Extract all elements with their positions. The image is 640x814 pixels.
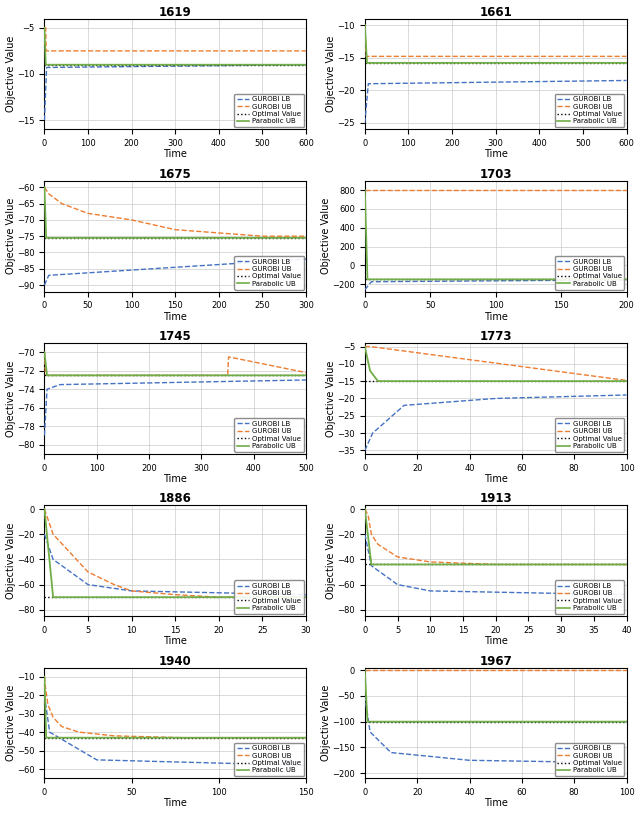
X-axis label: Time: Time (484, 474, 508, 484)
X-axis label: Time: Time (163, 150, 187, 160)
Legend: GUROBI LB, GUROBI UB, Optimal Value, Parabolic UB: GUROBI LB, GUROBI UB, Optimal Value, Par… (234, 256, 304, 290)
X-axis label: Time: Time (163, 799, 187, 808)
Y-axis label: Objective Value: Objective Value (326, 36, 336, 112)
Legend: GUROBI LB, GUROBI UB, Optimal Value, Parabolic UB: GUROBI LB, GUROBI UB, Optimal Value, Par… (555, 256, 625, 290)
X-axis label: Time: Time (163, 312, 187, 322)
Title: 1913: 1913 (479, 492, 512, 505)
Legend: GUROBI LB, GUROBI UB, Optimal Value, Parabolic UB: GUROBI LB, GUROBI UB, Optimal Value, Par… (234, 418, 304, 452)
Legend: GUROBI LB, GUROBI UB, Optimal Value, Parabolic UB: GUROBI LB, GUROBI UB, Optimal Value, Par… (234, 742, 304, 777)
Y-axis label: Objective Value: Objective Value (326, 523, 336, 599)
X-axis label: Time: Time (484, 637, 508, 646)
Y-axis label: Objective Value: Objective Value (326, 361, 336, 436)
Y-axis label: Objective Value: Objective Value (6, 198, 16, 274)
Legend: GUROBI LB, GUROBI UB, Optimal Value, Parabolic UB: GUROBI LB, GUROBI UB, Optimal Value, Par… (234, 94, 304, 127)
Y-axis label: Objective Value: Objective Value (321, 685, 331, 761)
Title: 1773: 1773 (479, 330, 512, 343)
Legend: GUROBI LB, GUROBI UB, Optimal Value, Parabolic UB: GUROBI LB, GUROBI UB, Optimal Value, Par… (555, 94, 625, 127)
X-axis label: Time: Time (484, 799, 508, 808)
Title: 1745: 1745 (159, 330, 191, 343)
Y-axis label: Objective Value: Objective Value (6, 685, 16, 761)
Legend: GUROBI LB, GUROBI UB, Optimal Value, Parabolic UB: GUROBI LB, GUROBI UB, Optimal Value, Par… (555, 580, 625, 614)
Title: 1661: 1661 (479, 6, 512, 19)
Legend: GUROBI LB, GUROBI UB, Optimal Value, Parabolic UB: GUROBI LB, GUROBI UB, Optimal Value, Par… (555, 418, 625, 452)
Title: 1886: 1886 (159, 492, 192, 505)
X-axis label: Time: Time (163, 474, 187, 484)
Y-axis label: Objective Value: Objective Value (6, 36, 16, 112)
Y-axis label: Objective Value: Objective Value (321, 198, 331, 274)
Legend: GUROBI LB, GUROBI UB, Optimal Value, Parabolic UB: GUROBI LB, GUROBI UB, Optimal Value, Par… (555, 742, 625, 777)
Title: 1940: 1940 (159, 654, 191, 667)
Y-axis label: Objective Value: Objective Value (6, 523, 16, 599)
X-axis label: Time: Time (163, 637, 187, 646)
Title: 1619: 1619 (159, 6, 191, 19)
Legend: GUROBI LB, GUROBI UB, Optimal Value, Parabolic UB: GUROBI LB, GUROBI UB, Optimal Value, Par… (234, 580, 304, 614)
Title: 1703: 1703 (479, 168, 512, 181)
X-axis label: Time: Time (484, 150, 508, 160)
X-axis label: Time: Time (484, 312, 508, 322)
Title: 1967: 1967 (479, 654, 512, 667)
Y-axis label: Objective Value: Objective Value (6, 361, 15, 436)
Title: 1675: 1675 (159, 168, 191, 181)
